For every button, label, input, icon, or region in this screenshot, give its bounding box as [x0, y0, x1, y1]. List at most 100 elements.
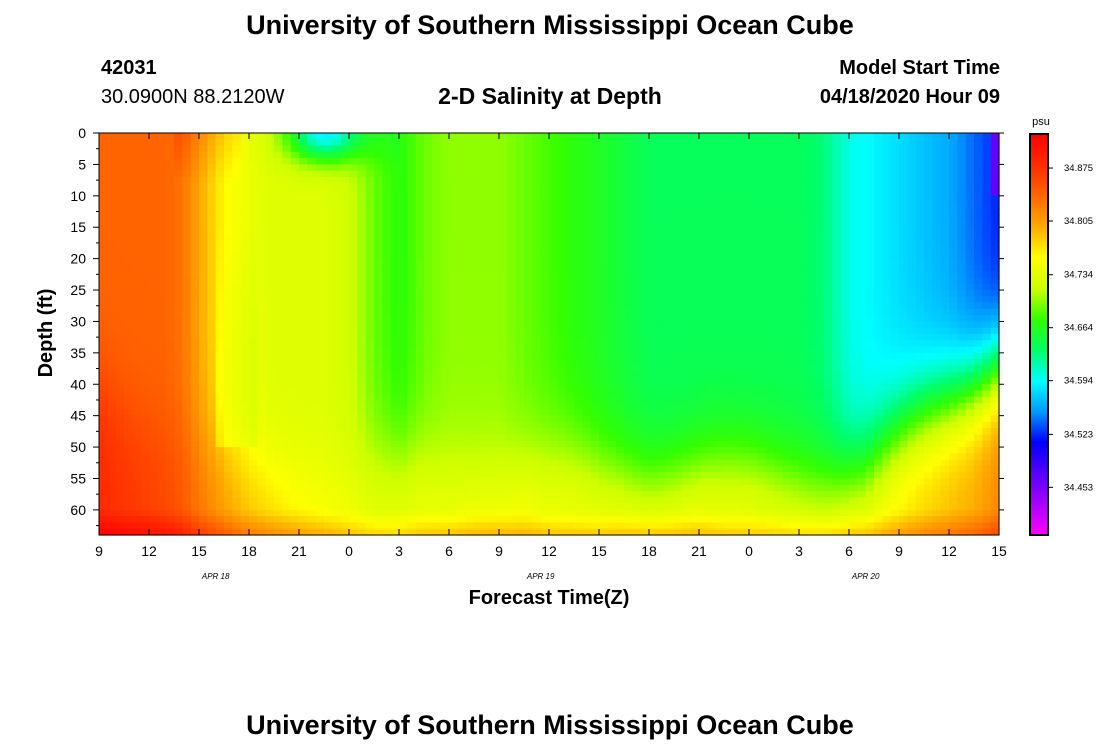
heatmap-cell — [340, 516, 350, 524]
heatmap-cell — [407, 151, 417, 159]
heatmap-cell — [449, 459, 458, 467]
heatmap-cell — [207, 290, 217, 297]
heatmap-cell — [615, 170, 625, 178]
heatmap-cell — [424, 271, 433, 279]
heatmap-cell — [465, 465, 475, 473]
heatmap-cell — [357, 258, 367, 266]
heatmap-cell — [649, 509, 658, 517]
heatmap-cell — [290, 421, 300, 429]
heatmap-cell — [732, 346, 742, 354]
heatmap-cell — [240, 340, 250, 348]
heatmap-cell — [474, 321, 483, 329]
heatmap-cell — [432, 139, 442, 147]
heatmap-cell — [640, 170, 650, 178]
heatmap-cell — [624, 195, 633, 203]
heatmap-cell — [115, 390, 125, 398]
heatmap-cell — [315, 346, 325, 354]
heatmap-cell — [190, 465, 200, 473]
heatmap-cell — [532, 528, 542, 536]
heatmap-cell — [490, 403, 500, 410]
heatmap-cell — [482, 371, 492, 379]
heatmap-cell — [307, 516, 317, 524]
heatmap-cell — [649, 164, 658, 172]
heatmap-cell — [515, 346, 525, 354]
heatmap-cell — [507, 315, 517, 323]
heatmap-cell — [724, 447, 733, 454]
heatmap-cell — [207, 528, 217, 536]
heatmap-cell — [282, 509, 292, 517]
heatmap-cell — [540, 208, 550, 216]
heatmap-cell — [524, 214, 533, 222]
heatmap-cell — [365, 145, 375, 153]
heatmap-cell — [449, 246, 458, 253]
heatmap-cell — [165, 233, 175, 241]
heatmap-cell — [132, 277, 142, 285]
heatmap-cell — [349, 516, 358, 524]
heatmap-cell — [165, 202, 175, 209]
heatmap-cell — [407, 472, 417, 480]
heatmap-cell — [374, 415, 383, 423]
heatmap-cell — [282, 421, 292, 429]
heatmap-cell — [115, 516, 125, 524]
heatmap-cell — [215, 258, 225, 266]
heatmap-cell — [449, 139, 458, 147]
heatmap-cell — [649, 202, 658, 209]
heatmap-cell — [449, 233, 458, 241]
heatmap-cell — [374, 308, 383, 316]
heatmap-cell — [565, 522, 575, 530]
heatmap-cell — [257, 220, 267, 228]
heatmap-cell — [157, 497, 167, 505]
heatmap-cell — [174, 233, 183, 241]
heatmap-cell — [657, 516, 667, 524]
heatmap-cell — [482, 440, 492, 448]
heatmap-cell — [274, 246, 283, 253]
heatmap-cell — [199, 290, 208, 297]
heatmap-cell — [332, 403, 342, 410]
heatmap-cell — [415, 428, 425, 436]
heatmap-cell — [365, 421, 375, 429]
heatmap-cell — [232, 208, 242, 216]
heatmap-cell — [507, 246, 517, 253]
heatmap-cell — [207, 459, 217, 467]
heatmap-cell — [290, 208, 300, 216]
heatmap-cell — [440, 302, 450, 310]
heatmap-cell — [307, 434, 317, 442]
heatmap-cell — [724, 453, 733, 461]
heatmap-cell — [124, 183, 133, 191]
heatmap-cell — [649, 403, 658, 410]
heatmap-cell — [549, 478, 558, 486]
heatmap-cell — [190, 164, 200, 172]
heatmap-cell — [374, 195, 383, 203]
heatmap-cell — [440, 327, 450, 335]
heatmap-cell — [174, 421, 183, 429]
heatmap-cell — [615, 522, 625, 530]
heatmap-cell — [665, 283, 675, 291]
heatmap-cell — [732, 453, 742, 461]
heatmap-cell — [99, 434, 108, 442]
heatmap-cell — [490, 365, 500, 373]
heatmap-cell — [690, 396, 700, 404]
heatmap-cell — [482, 271, 492, 279]
heatmap-cell — [315, 403, 325, 410]
heatmap-cell — [407, 145, 417, 153]
heatmap-cell — [557, 509, 567, 517]
heatmap-cell — [149, 516, 158, 524]
heatmap-cell — [415, 220, 425, 228]
heatmap-cell — [99, 409, 108, 417]
heatmap-cell — [699, 252, 708, 260]
heatmap-cell — [649, 421, 658, 429]
heatmap-cell — [365, 484, 375, 492]
heatmap-cell — [682, 421, 692, 429]
heatmap-cell — [249, 371, 258, 379]
heatmap-cell — [740, 208, 750, 216]
heatmap-cell — [424, 145, 433, 153]
heatmap-cell — [607, 447, 617, 454]
heatmap-cell — [465, 252, 475, 260]
heatmap-cell — [590, 271, 600, 279]
heatmap-cell — [249, 239, 258, 247]
heatmap-cell — [690, 365, 700, 373]
heatmap-cell — [249, 516, 258, 524]
heatmap-cell — [140, 258, 150, 266]
heatmap-cell — [232, 158, 242, 166]
heatmap-cell — [640, 315, 650, 323]
